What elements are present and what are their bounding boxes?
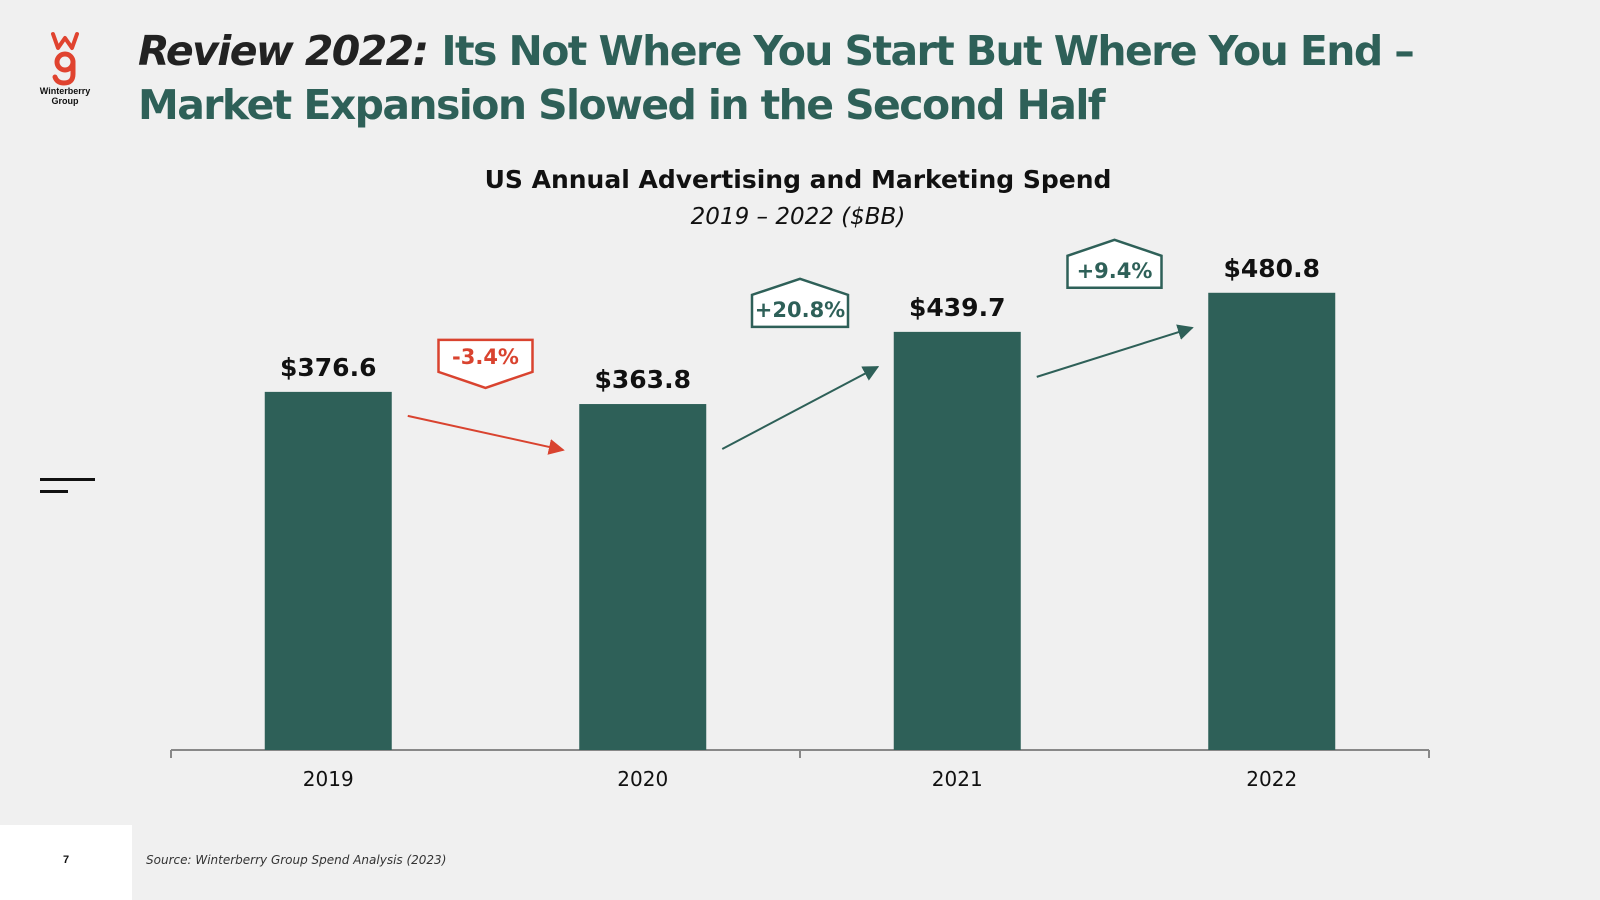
logo-text-line1: Winterberry — [39, 86, 91, 96]
change-badge-0 — [437, 338, 534, 390]
x-tick-label-2020: 2020 — [617, 767, 668, 791]
chart-title: US Annual Advertising and Marketing Spen… — [485, 165, 1112, 194]
company-logo: Winterberry Group — [30, 30, 100, 115]
decorative-line-short — [40, 490, 68, 493]
x-tick-label-2021: 2021 — [932, 767, 983, 791]
change-badge-1 — [750, 277, 850, 329]
page-title: Review 2022: Its Not Where You Start But … — [138, 24, 1558, 132]
page-title-lead: Review 2022: — [138, 27, 429, 75]
change-arrow-1 — [721, 365, 880, 450]
x-tick-label-2022: 2022 — [1246, 767, 1297, 791]
bar-2020 — [579, 404, 707, 750]
change-label-0: -3.4% — [452, 345, 519, 369]
data-label-2022: $480.8 — [1224, 254, 1320, 283]
logo-text-line2: Group — [51, 96, 79, 106]
change-label-1: +20.8% — [755, 298, 845, 322]
source-note: Source: Winterberry Group Spend Analysis… — [146, 853, 447, 867]
winterberry-wg-logo-icon — [51, 32, 79, 86]
x-tick-label-2019: 2019 — [303, 767, 354, 791]
bar-2022 — [1208, 292, 1336, 750]
footer-page-box — [0, 825, 132, 900]
data-label-2019: $376.6 — [280, 353, 376, 382]
data-label-2020: $363.8 — [595, 365, 691, 394]
bar-2021 — [893, 331, 1021, 750]
change-badge-2 — [1066, 238, 1163, 290]
data-label-2021: $439.7 — [909, 293, 1005, 322]
page-title-main: Its Not Where You Start But Where You En… — [138, 27, 1415, 129]
bar-2019 — [264, 391, 392, 750]
bar-chart: US Annual Advertising and Marketing Spen… — [170, 165, 1430, 791]
decorative-line — [40, 478, 95, 481]
change-label-2: +9.4% — [1077, 259, 1153, 283]
change-arrow-2 — [1036, 324, 1194, 378]
chart-subtitle: 2019 – 2022 ($BB) — [691, 204, 906, 230]
page-number: 7 — [62, 854, 70, 866]
change-arrow-0 — [407, 414, 565, 455]
